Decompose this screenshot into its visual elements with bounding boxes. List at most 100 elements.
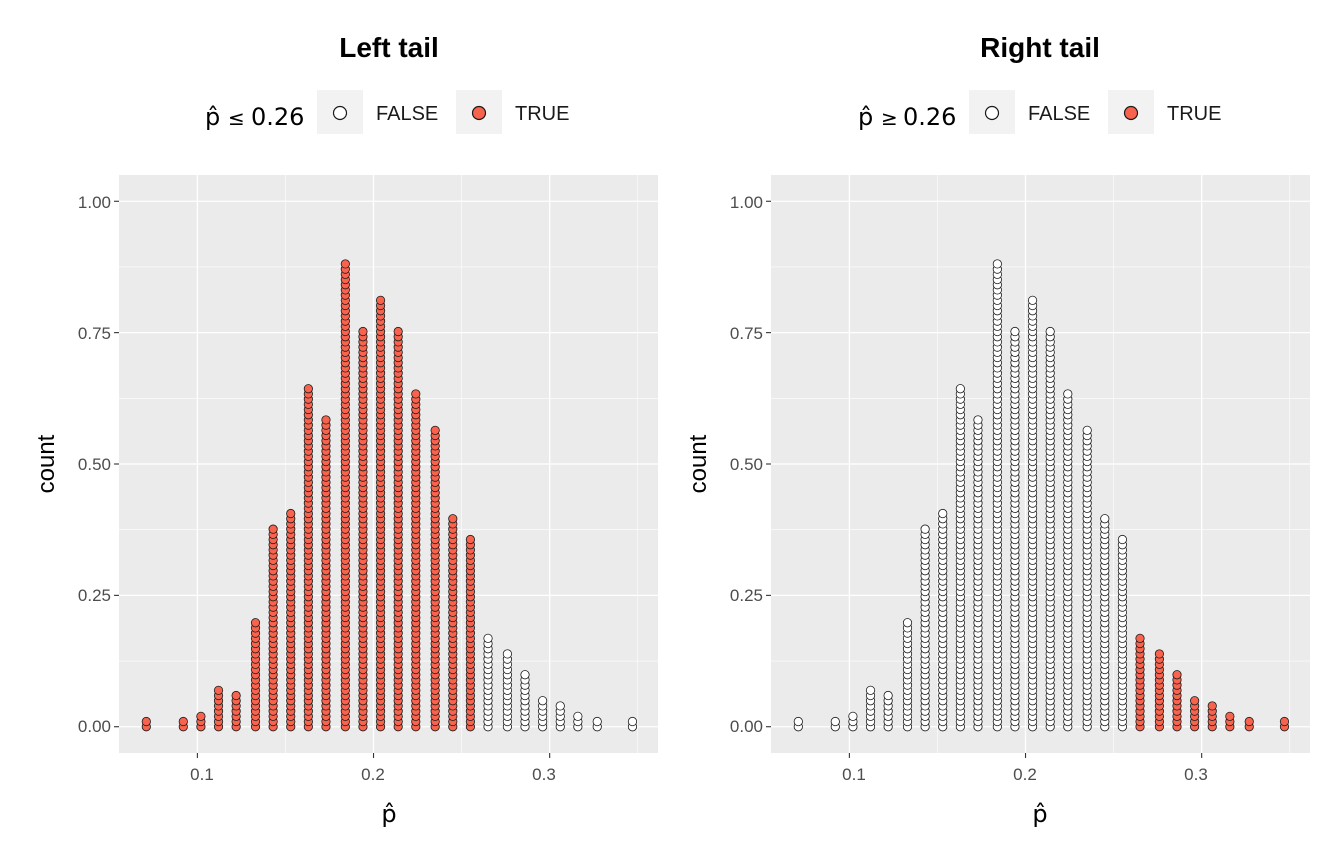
legend-label-true: TRUE: [1167, 103, 1221, 125]
dot-column: [1117, 534, 1128, 732]
data-point: [538, 696, 548, 706]
data-point: [1027, 295, 1038, 305]
data-point: [830, 716, 840, 727]
data-point: [1117, 534, 1128, 545]
dot-column: [1100, 514, 1110, 732]
right-tail-chart: Right tail p̂ ≥ 0.26 FALSE TRUE 1.00 0.7…: [685, 32, 1310, 828]
data-point: [1207, 701, 1217, 711]
legend: p̂ ≥ 0.26 FALSE TRUE: [858, 90, 1221, 134]
dot-column: [231, 690, 241, 732]
data-point: [1045, 326, 1055, 337]
y-axis-title: count: [33, 434, 60, 493]
dot-column: [592, 716, 602, 732]
dot-column: [430, 425, 440, 732]
data-point: [865, 685, 876, 695]
data-point: [1154, 649, 1164, 659]
dot-column: [465, 534, 476, 732]
legend-title-symbol: p̂: [205, 103, 220, 131]
legend-swatch-false: [332, 105, 348, 121]
dot-column: [411, 389, 421, 732]
data-point: [411, 389, 421, 399]
dot-column: [1135, 633, 1145, 732]
chart-title: Left tail: [339, 32, 439, 63]
dot-column: [1190, 696, 1200, 732]
data-point: [938, 508, 948, 519]
data-point: [973, 415, 983, 425]
data-point: [920, 524, 930, 534]
dot-column: [1027, 295, 1038, 732]
data-point: [213, 685, 224, 695]
y-axis: 1.00 0.75 0.50 0.25 0.00 count: [685, 193, 771, 736]
x-tick-label: 0.3: [532, 765, 556, 784]
y-tick-label: 1.00: [78, 193, 111, 212]
dot-column: [793, 716, 803, 732]
legend-label-false: FALSE: [376, 103, 438, 125]
data-point: [268, 524, 278, 534]
dot-column: [830, 716, 840, 732]
legend-title-value: 0.26: [903, 103, 956, 131]
dot-column: [213, 685, 224, 732]
data-point: [1190, 696, 1200, 706]
y-axis-title: count: [685, 434, 712, 493]
data-point: [848, 711, 858, 721]
data-point: [883, 690, 893, 701]
dot-column: [627, 716, 638, 732]
y-tick-label: 0.75: [78, 324, 111, 343]
data-point: [502, 649, 512, 659]
dot-column: [973, 415, 983, 732]
dot-column: [502, 649, 512, 732]
data-point: [1279, 716, 1290, 727]
dot-column: [375, 295, 386, 732]
dot-column: [920, 524, 930, 732]
data-point: [1135, 633, 1145, 643]
dot-column: [268, 524, 278, 732]
legend-title-symbol: p̂: [858, 103, 873, 131]
dot-column: [938, 508, 948, 732]
x-axis-title: p̂: [1032, 800, 1047, 828]
y-tick-label: 0.25: [730, 586, 763, 605]
dot-column: [520, 670, 530, 732]
dot-column: [448, 514, 458, 732]
dot-column: [902, 618, 913, 732]
x-axis: 0.1 0.2 0.3 p̂: [842, 753, 1208, 828]
dot-column: [1063, 389, 1073, 732]
dot-column: [321, 415, 331, 732]
gridlines: [771, 175, 1310, 753]
dot-column: [1082, 425, 1092, 732]
data-point: [1010, 326, 1020, 337]
gridlines: [119, 175, 658, 753]
dot-column: [848, 711, 858, 732]
data-point: [902, 618, 913, 628]
data-point: [1082, 425, 1092, 435]
dot-column: [1225, 711, 1235, 732]
chart-title: Right tail: [980, 32, 1100, 63]
dot-column: [358, 326, 368, 732]
x-tick-marks: [848, 753, 1203, 758]
dot-column: [1154, 649, 1164, 732]
y-tick-label: 0.00: [78, 717, 111, 736]
data-point: [340, 259, 350, 269]
x-axis-title: p̂: [381, 800, 396, 828]
data-point: [483, 633, 493, 643]
legend-label-true: TRUE: [515, 103, 569, 125]
dot-column: [1010, 326, 1020, 732]
legend-swatch-false: [984, 105, 1000, 121]
data-point: [393, 326, 403, 337]
legend-title-relation: ≥: [881, 106, 898, 130]
dot-column: [1207, 701, 1217, 732]
legend-swatch-true: [1123, 105, 1139, 121]
legend-title: p̂ ≥ 0.26: [858, 103, 956, 131]
x-tick-label: 0.1: [842, 765, 866, 784]
data-point: [1172, 670, 1182, 680]
dot-column: [340, 259, 350, 732]
data-point: [231, 690, 241, 701]
data-point: [430, 425, 440, 435]
x-tick-label: 0.2: [361, 765, 385, 784]
dot-column: [250, 618, 261, 732]
dot-column: [883, 690, 893, 732]
dot-column: [1172, 670, 1182, 732]
y-tick-label: 0.50: [78, 455, 111, 474]
legend: p̂ ≤ 0.26 FALSE TRUE: [205, 90, 569, 134]
legend-swatch-true: [471, 105, 487, 121]
